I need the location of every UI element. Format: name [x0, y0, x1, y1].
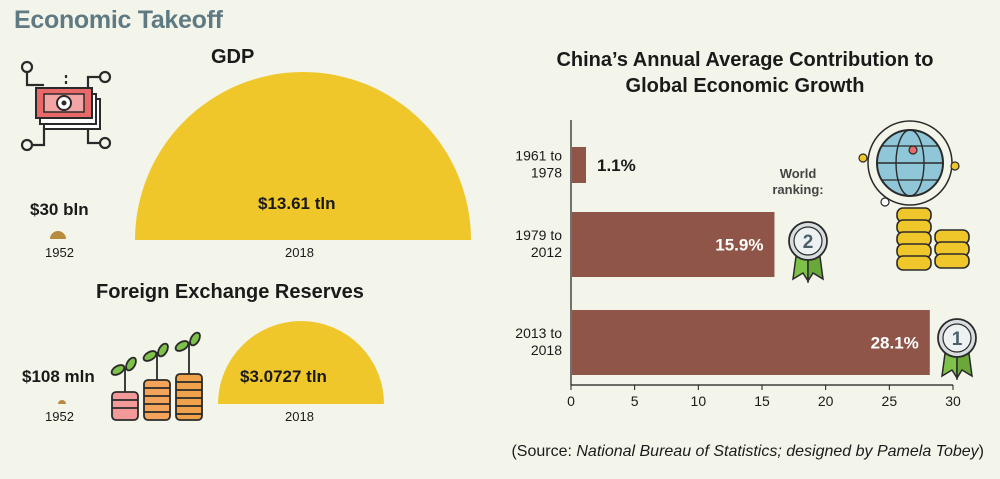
- gdp-2018-year: 2018: [285, 245, 314, 260]
- bar-1: [572, 212, 775, 277]
- category-label-0-0: 1961 to: [515, 148, 562, 164]
- medal-first-number: 1: [952, 329, 963, 350]
- world-ranking-label-line-1: World: [779, 166, 817, 181]
- chart-title-line-1: China’s Annual Average Contribution to: [556, 49, 934, 71]
- world-ranking-label-line-2: ranking:: [772, 182, 824, 197]
- bar-value-label-0: 1.1%: [597, 156, 636, 175]
- x-tick-label-6: 30: [945, 393, 961, 409]
- chart-title: China’s Annual Average Contribution to G…: [540, 47, 950, 99]
- x-tick-label-5: 25: [882, 393, 898, 409]
- medal-first-icon: 1: [937, 318, 977, 380]
- chart-title-line-2: Global Economic Growth: [625, 75, 865, 97]
- x-tick-label-1: 5: [631, 393, 639, 409]
- source-prefix: (Source:: [511, 443, 577, 460]
- globe-coins-icon: [858, 120, 970, 271]
- bar-2: [572, 310, 930, 375]
- gdp-2018-semicircle: [135, 72, 471, 240]
- reserves-2018-year: 2018: [285, 409, 314, 424]
- bar-0: [572, 147, 587, 183]
- coin-plants-icon: [110, 331, 203, 421]
- gdp-2018-value: $13.61 tln: [258, 194, 336, 213]
- reserves-1952-value: $108 mln: [22, 367, 95, 386]
- bar-value-label-2: 28.1%: [871, 334, 919, 353]
- gdp-1952-value: $30 bln: [30, 200, 89, 219]
- source-italic: National Bureau of Statistics; designed …: [576, 443, 979, 460]
- gdp-title: GDP: [211, 46, 255, 68]
- medal-second-icon: 2: [788, 221, 828, 283]
- x-tick-label-2: 10: [691, 393, 707, 409]
- x-tick-label-3: 15: [754, 393, 770, 409]
- source-suffix: ): [978, 443, 984, 460]
- medal-second-number: 2: [803, 232, 814, 253]
- x-tick-label-0: 0: [567, 393, 575, 409]
- category-label-1-1: 2012: [531, 244, 562, 260]
- page-title: Economic Takeoff: [14, 6, 223, 34]
- category-label-2-0: 2013 to: [515, 325, 562, 341]
- money-circuit-icon: [20, 60, 112, 152]
- category-label-2-1: 2018: [531, 342, 562, 358]
- reserves-2018-value: $3.0727 tln: [240, 367, 327, 386]
- gdp-1952-year: 1952: [45, 245, 74, 260]
- x-tick-label-4: 20: [818, 393, 834, 409]
- reserves-title: Foreign Exchange Reserves: [96, 281, 364, 303]
- reserves-1952-semicircle: [58, 400, 66, 404]
- gdp-1952-semicircle: [50, 231, 66, 239]
- reserves-1952-year: 1952: [45, 409, 74, 424]
- reserves-2018-semicircle: [218, 321, 384, 404]
- category-label-1-0: 1979 to: [515, 227, 562, 243]
- bar-value-label-1: 15.9%: [715, 236, 763, 255]
- source-note: (Source: National Bureau of Statistics; …: [511, 443, 984, 461]
- category-label-0-1: 1978: [531, 165, 562, 181]
- world-ranking-label: World ranking:: [758, 166, 838, 198]
